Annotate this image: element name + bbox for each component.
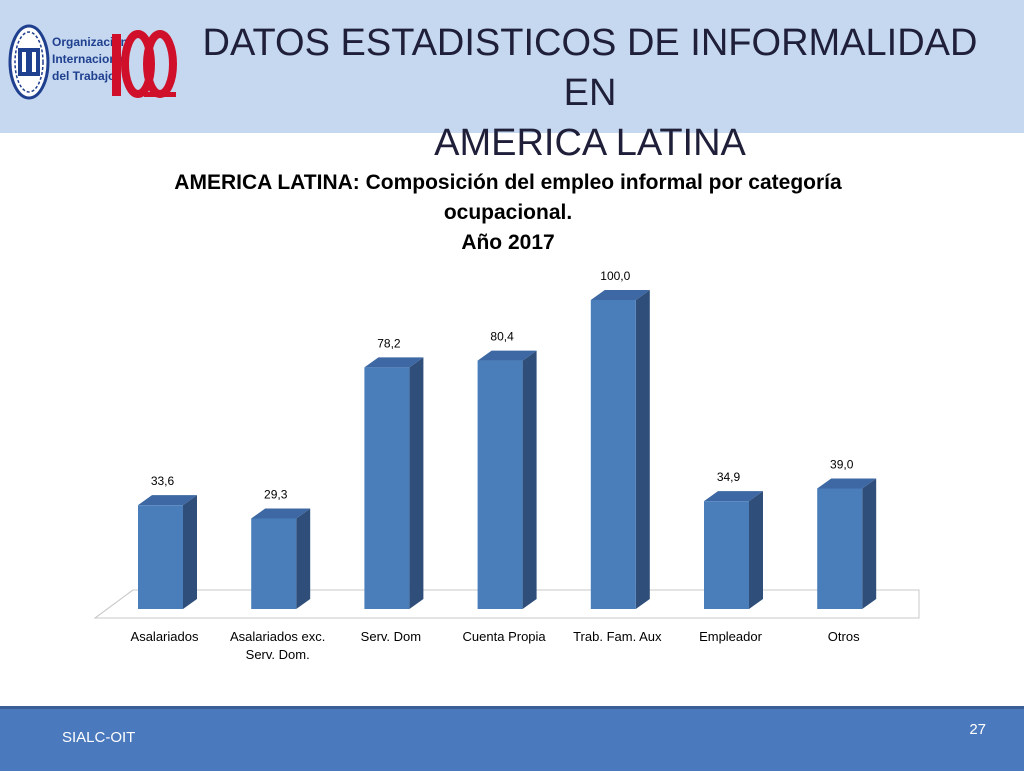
page-title-line: DATOS ESTADISTICOS DE INFORMALIDAD EN	[202, 22, 978, 114]
bar-side	[296, 508, 311, 609]
centenary-100-icon	[112, 30, 177, 98]
data-label: 39,0	[830, 457, 854, 471]
page-number: 27	[969, 721, 986, 738]
bar-side	[749, 491, 763, 609]
tick-label: Trab. Fam. Aux	[573, 629, 662, 644]
tick-label: Asalariados exc.	[230, 629, 325, 644]
bar-side	[522, 350, 537, 609]
org-name-line: Organización	[52, 35, 129, 49]
tick-label: Cuenta Propia	[463, 629, 547, 644]
org-name-line: Internacional	[52, 52, 127, 66]
bar	[251, 518, 297, 609]
footer-band: SIALC-OIT 27	[0, 706, 1024, 771]
bar-chart: 33,6 Asalariados 29,3 Asalariados exc. Serv.…	[93, 269, 920, 662]
bar-top	[477, 350, 537, 361]
page-title: DATOS ESTADISTICOS DE INFORMALIDAD EN AM…	[180, 18, 1000, 168]
bar-side	[409, 357, 424, 609]
org-name-line: del Trabajo	[52, 69, 116, 83]
ilo-emblem-icon	[8, 24, 50, 100]
bar	[477, 360, 523, 609]
bar-top	[590, 290, 650, 300]
tick-label: Asalariados	[131, 629, 199, 644]
bar	[817, 488, 863, 609]
data-label: 80,4	[490, 330, 514, 344]
data-label: 33,6	[151, 474, 175, 488]
bar	[704, 501, 749, 609]
page-title-line: AMERICA LATINA	[434, 122, 746, 164]
chart-title-line: AMERICA LATINA: Composición del empleo i…	[174, 171, 842, 194]
bar-side	[183, 495, 197, 609]
tick-label: Serv. Dom.	[246, 647, 310, 662]
tick-label: Empleador	[699, 629, 763, 644]
bar-top	[817, 478, 877, 489]
tick-label: Serv. Dom	[361, 629, 421, 644]
data-label: 78,2	[377, 336, 401, 350]
footer-source: SIALC-OIT	[62, 729, 136, 746]
chart-title: AMERICA LATINA: Composición del empleo i…	[108, 168, 908, 258]
bar	[364, 367, 410, 609]
tick-label: Otros	[828, 629, 860, 644]
bar-top	[704, 491, 763, 502]
data-label: 100,0	[600, 269, 630, 283]
floor-edge	[94, 589, 134, 619]
bar-side	[635, 290, 650, 609]
bar-side	[862, 478, 877, 609]
chart-title-line: ocupacional.	[443, 201, 573, 224]
org-name-text: Organización Internacional del Trabajo	[52, 34, 128, 85]
header-band: Organización Internacional del Trabajo D…	[0, 0, 1024, 164]
bar-top	[251, 508, 311, 519]
data-label: 34,9	[717, 470, 741, 484]
bar	[590, 300, 636, 609]
bar-top	[138, 495, 197, 506]
data-label: 29,3	[264, 487, 288, 501]
bar-top	[364, 357, 424, 368]
bar	[138, 505, 183, 609]
chart-title-line: Año 2017	[461, 231, 555, 254]
